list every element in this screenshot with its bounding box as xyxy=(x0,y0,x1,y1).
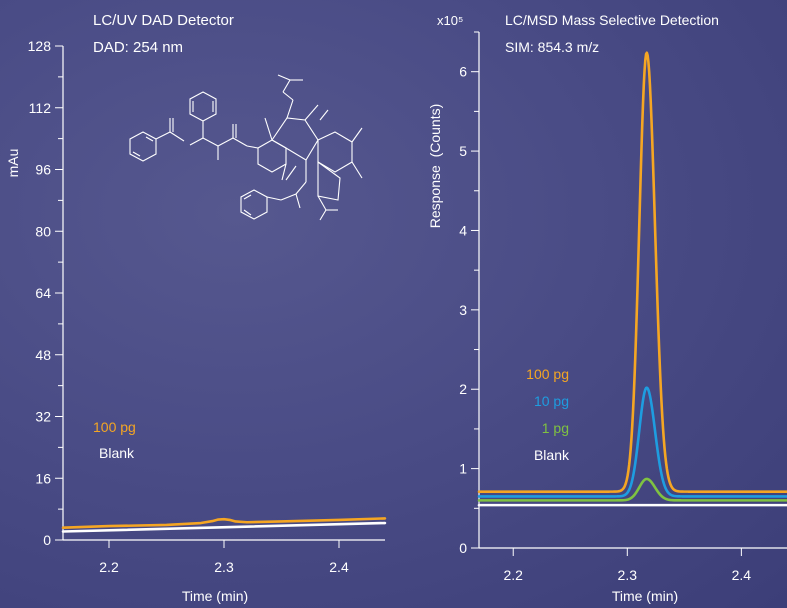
right-y-tick-label: 3 xyxy=(459,302,467,318)
left-series-100-pg xyxy=(61,517,387,529)
right-y-tick-label: 4 xyxy=(459,222,467,238)
right-y-tick-label: 5 xyxy=(459,143,467,159)
left-y-tick-label: 16 xyxy=(35,470,51,486)
right-y-tick-label: 1 xyxy=(459,461,467,477)
right-legend: 100 pg 10 pg 1 pg Blank xyxy=(526,366,570,463)
right-chart-subtitle: SIM: 854.3 m/z xyxy=(505,39,599,55)
left-series-group xyxy=(61,517,387,533)
right-series-group xyxy=(477,51,787,507)
right-series-100-pg xyxy=(477,51,787,493)
left-chart-subtitle: DAD: 254 nm xyxy=(93,39,183,56)
right-y-ticks: 0 1 2 3 4 5 6 xyxy=(459,31,479,556)
left-y-tick-label: 96 xyxy=(35,162,51,178)
left-series-blank xyxy=(61,521,387,533)
left-plot-area: 0 16 32 48 64 80 96 112 128 2.2 2.3 2.4 xyxy=(28,38,387,575)
left-y-ticks: 0 16 32 48 64 80 96 112 128 xyxy=(28,38,63,548)
left-y-tick-label: 128 xyxy=(28,38,52,54)
right-legend-1pg: 1 pg xyxy=(542,420,569,436)
molecule-structure-drawing xyxy=(129,74,363,221)
right-legend-blank: Blank xyxy=(534,447,570,463)
right-x-ticks: 2.2 2.3 2.4 xyxy=(503,548,751,583)
right-y-tick-label: 6 xyxy=(459,64,467,80)
left-y-tick-label: 32 xyxy=(35,409,51,425)
left-legend-100pg: 100 pg xyxy=(93,419,136,435)
left-chart-title: LC/UV DAD Detector xyxy=(93,12,234,29)
right-legend-10pg: 10 pg xyxy=(534,393,569,409)
right-series-1-pg xyxy=(477,477,787,502)
right-plot-area: 0 1 2 3 4 5 6 2.2 2.3 2.4 xyxy=(459,31,787,583)
right-y-tick-label: 0 xyxy=(459,540,467,556)
right-x-tick-label: 2.3 xyxy=(618,567,638,583)
left-panel: 0 16 32 48 64 80 96 112 128 2.2 2.3 2.4 LC/UV DAD … xyxy=(5,12,387,604)
left-y-axis-label: mAu xyxy=(5,149,21,178)
left-legend-blank: Blank xyxy=(99,445,135,461)
left-y-tick-label: 64 xyxy=(35,285,51,301)
right-x-axis-label: Time (min) xyxy=(612,588,678,604)
right-legend-100pg: 100 pg xyxy=(526,366,569,382)
left-y-tick-label: 80 xyxy=(35,223,51,239)
left-x-tick-label: 2.4 xyxy=(329,559,349,575)
right-x-tick-label: 2.4 xyxy=(732,567,752,583)
right-chart-title: LC/MSD Mass Selective Detection xyxy=(505,12,719,28)
right-panel: 0 1 2 3 4 5 6 2.2 2.3 2.4 x10⁵ LC/MSD Mass Selec… xyxy=(427,12,787,604)
left-legend: 100 pg Blank xyxy=(93,419,136,461)
left-x-axis-label: Time (min) xyxy=(182,588,248,604)
right-y-scale-label: x10⁵ xyxy=(437,13,463,28)
left-x-tick-label: 2.2 xyxy=(99,559,119,575)
right-x-tick-label: 2.2 xyxy=(503,567,523,583)
left-x-tick-label: 2.3 xyxy=(214,559,234,575)
right-series-10-pg xyxy=(477,386,787,498)
left-y-tick-label: 112 xyxy=(29,100,52,116)
right-y-axis-label: Response (Counts) xyxy=(427,104,443,229)
left-x-ticks: 2.2 2.3 2.4 xyxy=(99,540,349,575)
right-y-tick-label: 2 xyxy=(459,381,467,397)
left-y-tick-label: 48 xyxy=(35,347,51,363)
left-y-tick-label: 0 xyxy=(43,532,51,548)
